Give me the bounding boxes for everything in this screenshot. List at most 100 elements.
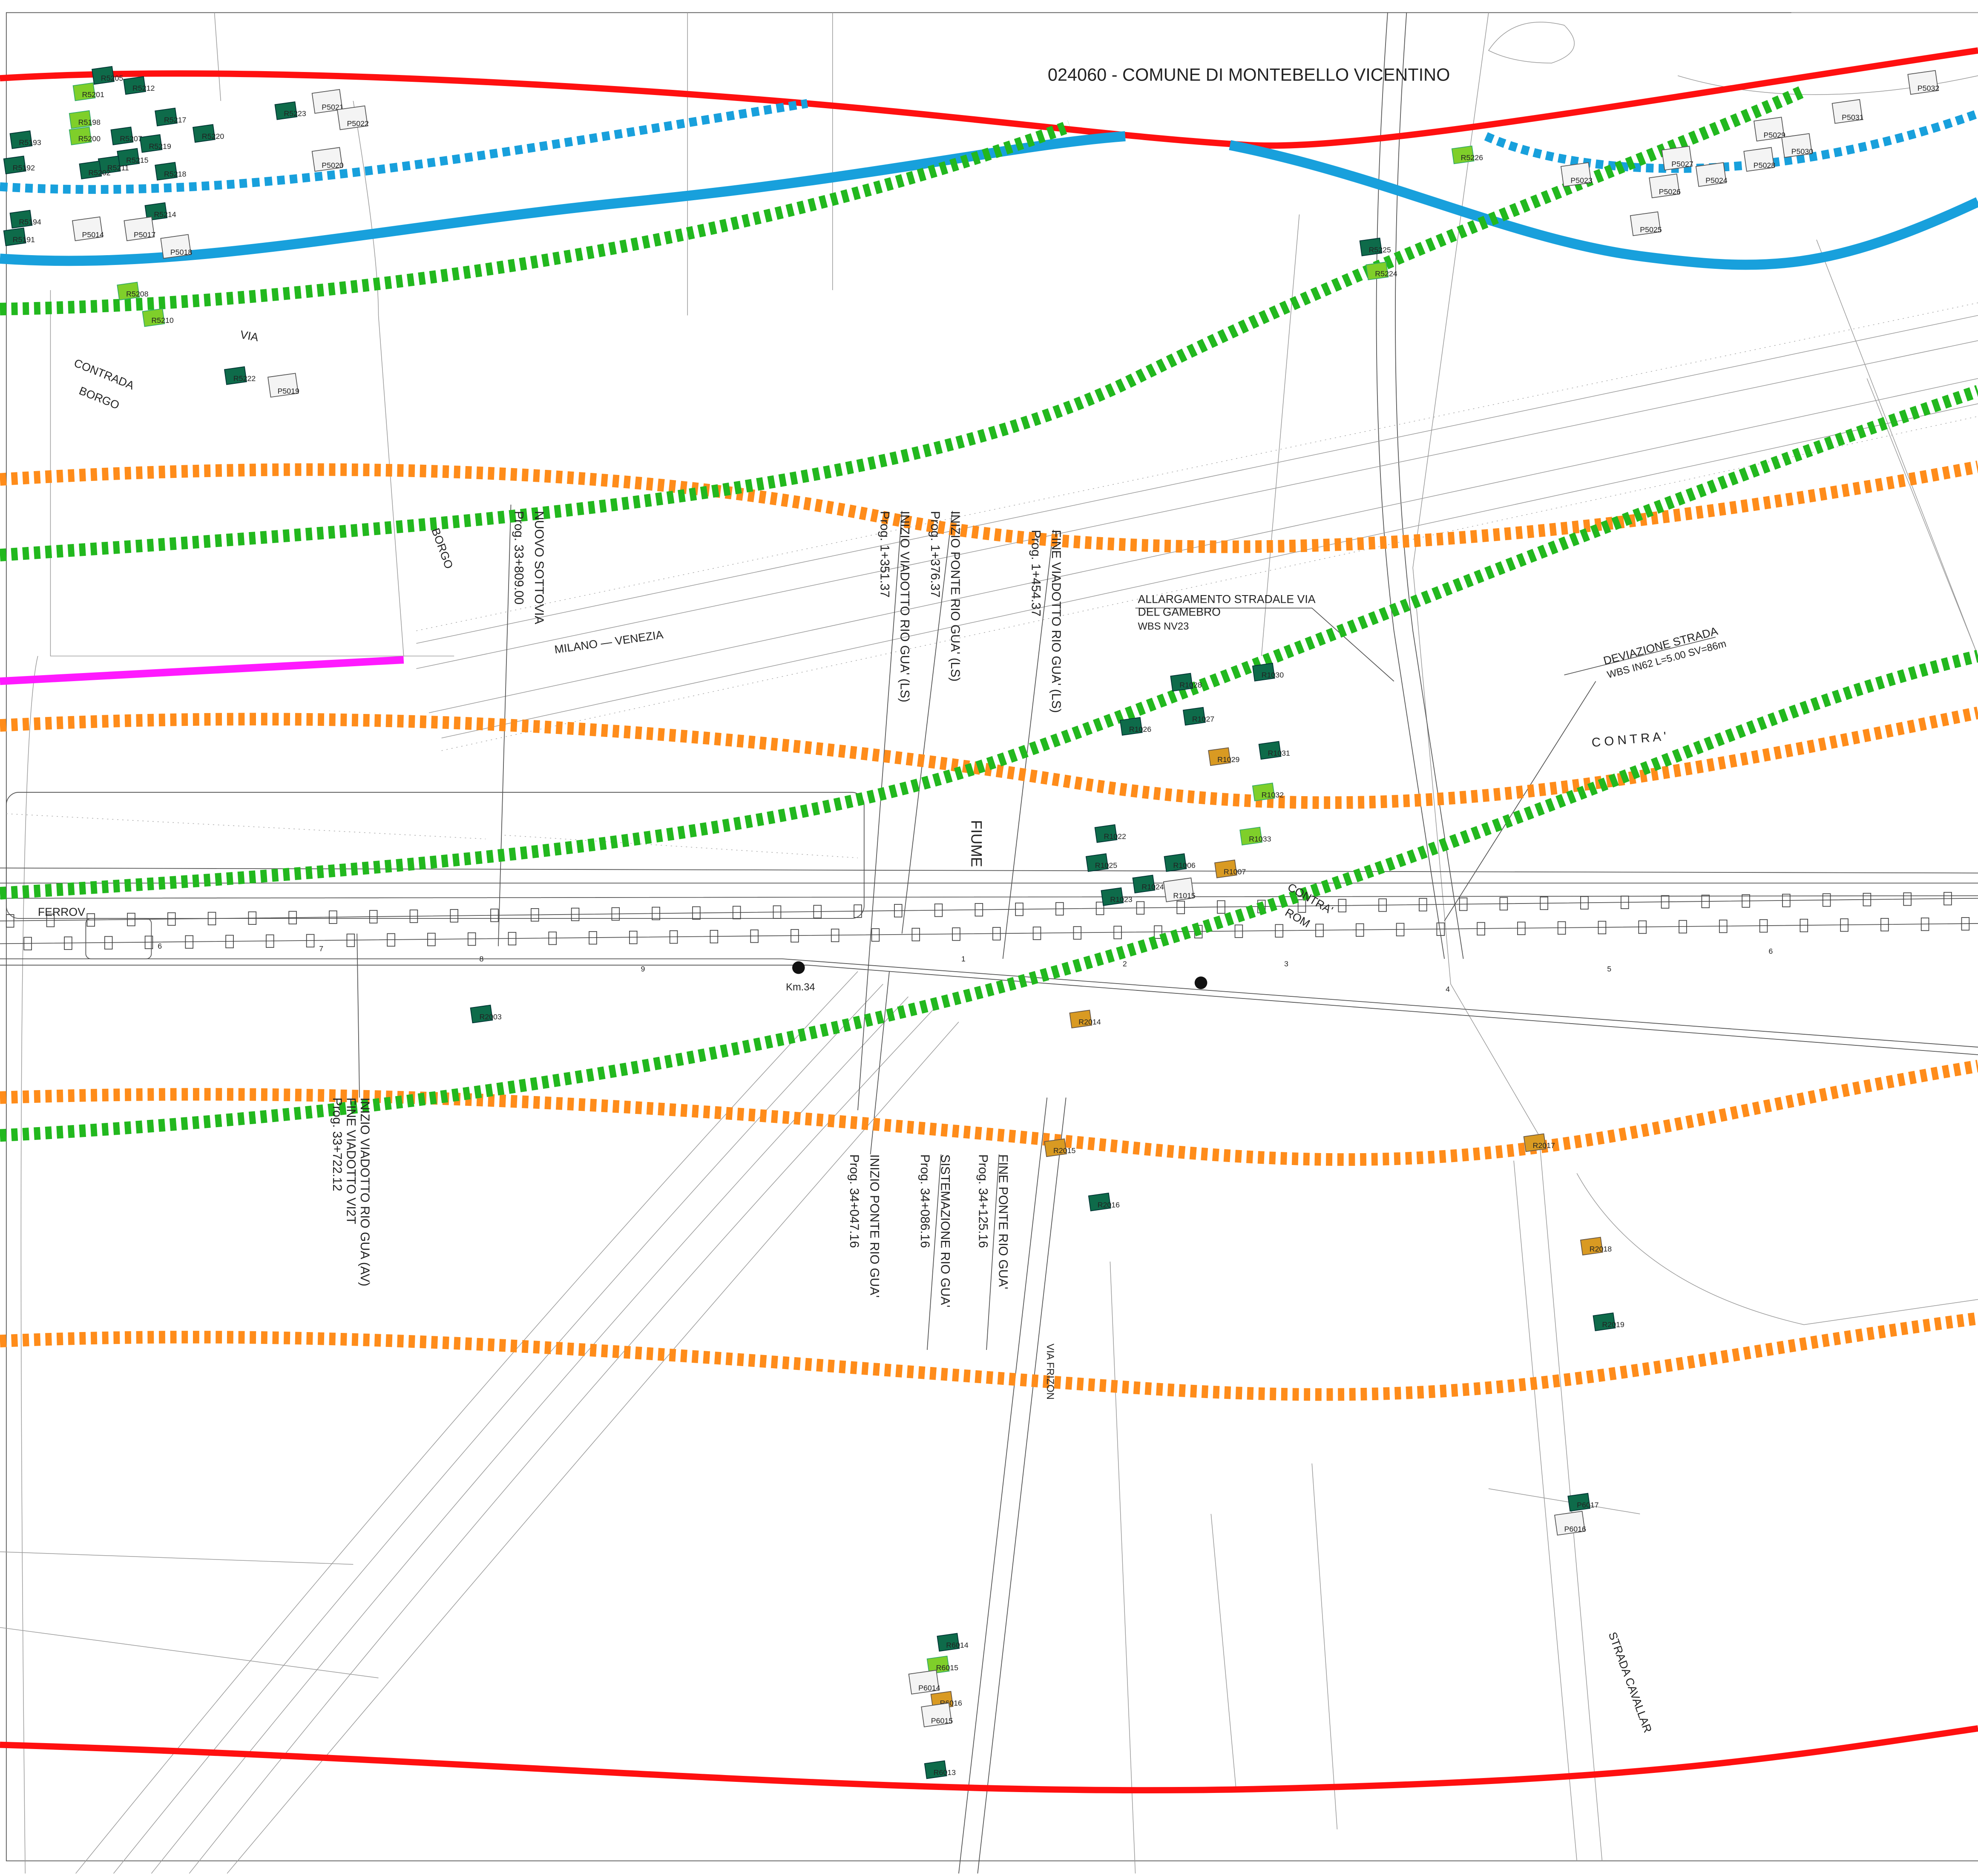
building-label: R5198	[78, 118, 101, 127]
track-km: 2	[1123, 960, 1127, 968]
work-label: INIZIO PONTE RIO GUA'	[868, 1154, 882, 1298]
building-label: R5194	[19, 218, 41, 226]
work-label: Prog. 34+125.16	[976, 1154, 990, 1248]
track-km: 8	[479, 955, 483, 963]
place-name: Km.34	[786, 982, 815, 993]
building-label: R5207	[120, 135, 142, 143]
track-km: 4	[1446, 985, 1450, 993]
work-label: INIZIO VIADOTTO RIO GUA (AV)	[358, 1098, 372, 1286]
building-label: P5024	[1705, 176, 1727, 184]
work-label: FINE VIADOTTO VI2T	[344, 1098, 358, 1224]
building-label: R5214	[154, 210, 176, 219]
building-label: R5217	[164, 115, 186, 124]
building-label: R1006	[1173, 861, 1195, 870]
track-km: 6	[158, 942, 162, 950]
building-label: P5032	[1918, 84, 1939, 92]
building-label: R1007	[1224, 867, 1246, 876]
building-label: P5022	[347, 119, 368, 128]
building-label: R2015	[1053, 1146, 1075, 1155]
building-label: R6015	[936, 1663, 958, 1672]
place-name: FIUME	[968, 820, 985, 867]
building-label: P6015	[931, 1717, 953, 1725]
work-label: INIZIO VIADOTTO RIO GUA' (LS)	[898, 511, 912, 702]
building-label: R1033	[1249, 834, 1271, 843]
building-label: R5218	[164, 170, 186, 178]
building-label: R5223	[284, 109, 306, 118]
building-label: R1028	[1179, 681, 1202, 689]
building-label: R5202	[88, 169, 110, 177]
building-label: R5225	[1368, 245, 1391, 254]
work-label: NUOVO SOTTOVIA	[532, 511, 546, 624]
building-label: P6016	[1564, 1525, 1586, 1533]
work-label: Prog. 34+047.16	[847, 1154, 861, 1248]
work-label: Prog. 33+722.12	[330, 1098, 344, 1191]
building-label: R2019	[1602, 1321, 1624, 1329]
building-label: R1015	[1173, 892, 1195, 900]
building-label: R5226	[1461, 153, 1483, 162]
background	[0, 0, 1978, 1876]
work-label: Prog. 34+086.16	[918, 1154, 932, 1248]
work-label: FINE PONTE RIO GUA'	[996, 1154, 1010, 1289]
building-label: P5030	[1791, 147, 1813, 155]
map-title: 024060 - COMUNE DI MONTEBELLO VICENTINO	[1048, 65, 1450, 85]
building-label: R1032	[1262, 791, 1284, 799]
work-label: SISTEMAZIONE RIO GUA'	[938, 1154, 952, 1307]
building-label: R5219	[149, 142, 171, 150]
building-label: R5210	[151, 316, 173, 325]
work-label: INIZIO PONTE RIO GUA' (LS)	[948, 511, 962, 681]
callout-wbs: WBS NV23	[1138, 621, 1189, 632]
building-label: R5201	[82, 90, 104, 99]
work-label: Prog. 1+376.37	[928, 511, 942, 597]
building-label: R1024	[1141, 883, 1164, 891]
work-label: Prog. 1+351.37	[877, 511, 891, 597]
callout-text: ALLARGAMENTO STRADALE VIA	[1138, 593, 1315, 606]
building-label: R1030	[1262, 670, 1284, 679]
km-marker	[792, 961, 805, 974]
building-label: R5215	[126, 156, 148, 164]
building-label: R5200	[78, 135, 101, 143]
building-label: R5208	[126, 290, 148, 298]
building-label: R5191	[13, 236, 35, 244]
building-label: P6014	[918, 1684, 940, 1692]
building-label: P5019	[278, 387, 299, 395]
building-label: R1026	[1129, 725, 1151, 734]
track-km: 9	[641, 964, 645, 973]
building-label: R5224	[1375, 270, 1397, 278]
track-km: 3	[1284, 960, 1288, 968]
place-name: VIA FRIZON	[1044, 1344, 1055, 1400]
building-label: P5014	[82, 230, 104, 239]
building-label: P6017	[1577, 1501, 1598, 1509]
building-label: P5028	[1754, 161, 1775, 170]
building-label: R5220	[202, 132, 224, 141]
map: R5205R5212R5201R5198R5200R5207R5217R5220…	[0, 0, 1978, 1876]
building-label: R1023	[1110, 895, 1132, 904]
building-label: R2003	[479, 1013, 501, 1021]
building-label: P5031	[1842, 113, 1863, 121]
building-label: P5020	[322, 161, 343, 170]
building-label: P5025	[1640, 225, 1662, 234]
building-label: R2017	[1533, 1141, 1555, 1150]
building-label: R2016	[1098, 1200, 1120, 1209]
track-km: 1	[961, 955, 966, 963]
building-label: P5017	[134, 230, 155, 239]
work-label: FINE VIADOTTO RIO GUA' (LS)	[1049, 530, 1063, 713]
building-label: R5192	[13, 164, 35, 172]
building-label: R1022	[1104, 832, 1126, 841]
track-km: 7	[319, 944, 323, 953]
work-label: Prog. 33+809.00	[512, 511, 526, 604]
building-label: R1031	[1268, 749, 1290, 757]
building-label: R5205	[101, 74, 123, 83]
building-label: P5026	[1659, 187, 1681, 196]
place-name: FERROV	[38, 906, 85, 918]
building-label: R1025	[1095, 861, 1117, 870]
building-label: R6013	[934, 1768, 956, 1777]
building-label: R5193	[19, 138, 41, 147]
track-km: 6	[1768, 947, 1773, 955]
building-label: R6014	[946, 1641, 968, 1649]
km-marker	[1195, 976, 1208, 989]
building-label: R1027	[1192, 715, 1214, 723]
callout-text: DEL GAMEBRO	[1138, 605, 1220, 618]
building-label: R1029	[1217, 755, 1239, 764]
building-label: R2014	[1078, 1018, 1101, 1026]
building-label: P5018	[170, 248, 192, 256]
